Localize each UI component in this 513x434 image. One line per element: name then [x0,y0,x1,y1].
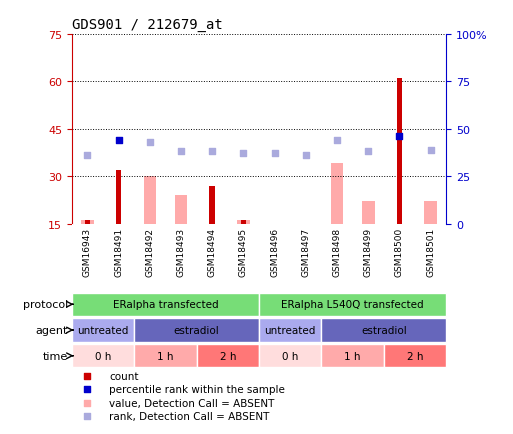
Point [333,137,341,144]
Text: GSM18492: GSM18492 [145,227,154,276]
Text: GSM18495: GSM18495 [239,227,248,276]
Point [240,151,248,158]
Bar [300,224,312,227]
Point [114,137,123,144]
Text: GDS901 / 212679_at: GDS901 / 212679_at [72,18,223,32]
Bar [175,196,187,224]
Text: 1 h: 1 h [344,351,361,361]
Text: GSM18499: GSM18499 [364,227,373,276]
FancyBboxPatch shape [259,293,446,316]
Point [302,152,310,159]
Text: agent: agent [36,325,68,335]
FancyBboxPatch shape [72,293,259,316]
FancyBboxPatch shape [72,319,134,342]
Bar [237,221,250,224]
Point [83,152,91,159]
FancyBboxPatch shape [259,319,322,342]
Text: ERalpha L540Q transfected: ERalpha L540Q transfected [281,299,424,309]
Text: GSM18491: GSM18491 [114,227,123,276]
Point [391,30,399,37]
Text: estradiol: estradiol [174,325,220,335]
FancyBboxPatch shape [384,345,446,368]
Text: 2 h: 2 h [407,351,423,361]
Bar [116,171,122,224]
Text: 2 h: 2 h [220,351,236,361]
Text: protocol: protocol [23,299,68,309]
Text: rank, Detection Call = ABSENT: rank, Detection Call = ABSENT [109,411,270,421]
Bar [241,221,246,224]
Text: value, Detection Call = ABSENT: value, Detection Call = ABSENT [109,398,274,408]
Point [396,134,404,141]
Bar [144,177,156,224]
Text: 0 h: 0 h [282,351,299,361]
Text: GSM18494: GSM18494 [208,227,217,276]
Text: GSM18493: GSM18493 [176,227,186,276]
FancyBboxPatch shape [196,345,259,368]
Point [364,149,372,156]
Text: percentile rank within the sample: percentile rank within the sample [109,385,285,395]
FancyBboxPatch shape [72,345,134,368]
Bar [424,202,437,224]
FancyBboxPatch shape [322,319,446,342]
Point [146,139,154,146]
Text: GSM18500: GSM18500 [395,227,404,276]
Point [208,149,216,156]
FancyBboxPatch shape [322,345,384,368]
Point [427,147,435,154]
Text: estradiol: estradiol [361,325,407,335]
FancyBboxPatch shape [134,345,196,368]
Bar [331,164,343,224]
Bar [85,221,90,224]
Bar [362,202,374,224]
Point [391,152,399,159]
Text: ERalpha transfected: ERalpha transfected [113,299,218,309]
Text: untreated: untreated [265,325,316,335]
Bar [397,79,402,224]
FancyBboxPatch shape [259,345,322,368]
Text: GSM18496: GSM18496 [270,227,279,276]
Text: 0 h: 0 h [95,351,111,361]
Bar [209,186,215,224]
Text: count: count [109,371,139,381]
FancyBboxPatch shape [134,319,259,342]
Point [391,274,399,281]
Text: untreated: untreated [77,325,129,335]
Text: GSM18498: GSM18498 [332,227,342,276]
Text: GSM18501: GSM18501 [426,227,435,276]
Bar [81,221,94,224]
Point [270,151,279,158]
Text: GSM18497: GSM18497 [301,227,310,276]
Text: GSM16943: GSM16943 [83,227,92,276]
Text: 1 h: 1 h [157,351,174,361]
Point [177,149,185,156]
Text: time: time [43,351,68,361]
